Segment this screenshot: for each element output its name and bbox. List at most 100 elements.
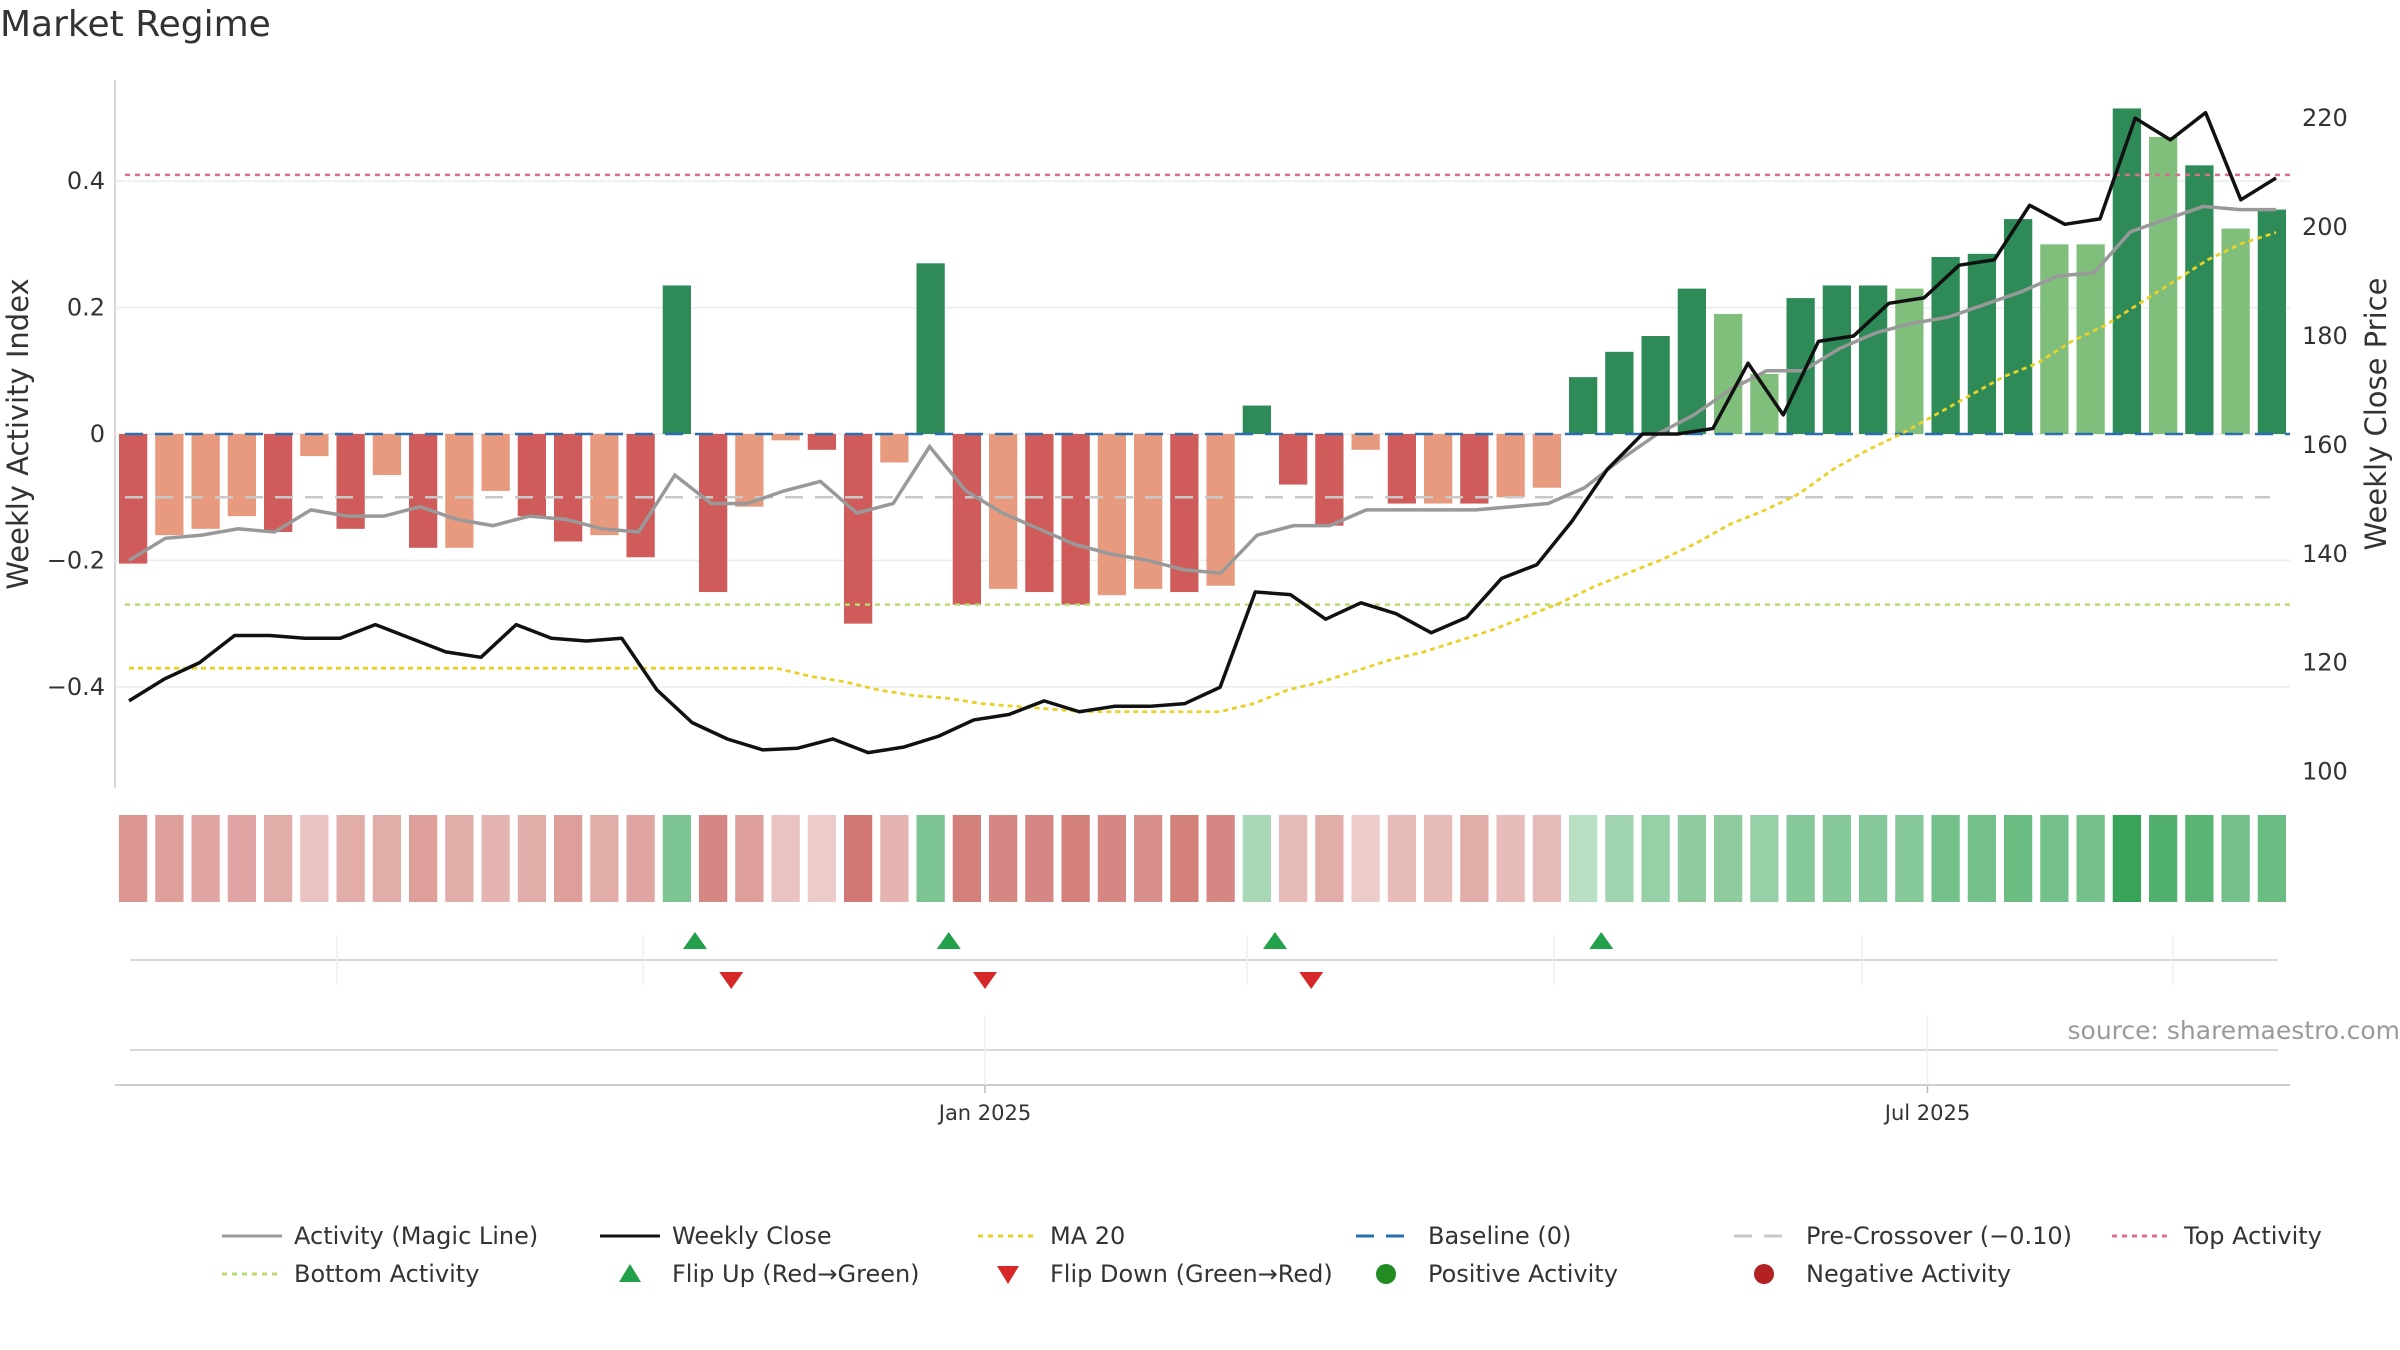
heat-cell: [1025, 815, 1054, 902]
heat-cell: [2148, 815, 2178, 902]
legend-flip-down-swatch: [997, 1266, 1019, 1284]
y-left-axis-label: Weekly Activity Index: [1, 278, 35, 589]
heat-cell: [155, 815, 184, 902]
heat-cell: [408, 815, 438, 902]
activity-bar: [517, 434, 547, 517]
heat-cell: [662, 815, 692, 902]
heat-cell: [1242, 815, 1272, 902]
flip-up-marker: [683, 932, 707, 949]
legend-positive-swatch: [1376, 1264, 1396, 1284]
activity-bar: [2003, 219, 2033, 434]
heat-strip-panel: [118, 815, 2287, 902]
weekly-close-line: [128, 110, 2277, 755]
heat-cell: [1278, 815, 1308, 902]
heat-cell: [481, 815, 510, 902]
flip-up-marker: [1589, 932, 1614, 949]
activity-bar: [1605, 351, 1634, 434]
activity-bar: [843, 434, 873, 624]
heat-cell: [843, 815, 873, 902]
y-right-tick-label: 140: [2302, 540, 2348, 568]
activity-bar: [626, 434, 655, 558]
heat-cell: [1423, 815, 1453, 902]
flip-down-marker: [973, 972, 997, 989]
activity-bar: [300, 434, 329, 457]
flip-down-marker: [1299, 972, 1324, 989]
activity-bar: [118, 434, 148, 564]
activity-bar: [1278, 434, 1308, 485]
heat-cell: [1387, 815, 1417, 902]
activity-bar: [155, 434, 184, 536]
heat-cell: [1677, 815, 1707, 902]
activity-bar: [227, 434, 257, 517]
heat-cell: [2040, 815, 2069, 902]
activity-bar: [2221, 228, 2250, 434]
flip-down-marker: [719, 972, 744, 989]
activity-bar: [1532, 434, 1562, 488]
heat-cell: [1750, 815, 1779, 902]
y-left-tick-label: −0.4: [47, 673, 105, 701]
heat-cell: [336, 815, 365, 902]
heat-cell: [1605, 815, 1634, 902]
legend-flip-up-swatch: [619, 1264, 641, 1282]
activity-bar: [1061, 434, 1090, 605]
activity-bar: [1641, 336, 1670, 434]
activity-bar: [1387, 434, 1417, 504]
heat-cell: [1858, 815, 1888, 902]
legend-ma20-label: MA 20: [1050, 1222, 1125, 1250]
heat-cell: [263, 815, 293, 902]
heat-cell: [2076, 815, 2105, 902]
heat-cell: [300, 815, 329, 902]
flip-panel: [130, 932, 2278, 989]
legend-close-label: Weekly Close: [672, 1222, 832, 1250]
activity-bar: [1242, 405, 1272, 434]
heat-cell: [1895, 815, 1924, 902]
legend-bottom-label: Bottom Activity: [294, 1260, 479, 1288]
activity-bar: [1713, 313, 1743, 434]
legend-flip-down-label: Flip Down (Green→Red): [1050, 1260, 1333, 1288]
legend: Activity (Magic Line) Weekly Close MA 20 Ba…: [222, 1222, 2322, 1288]
heat-cell: [698, 815, 728, 902]
activity-bar: [807, 434, 837, 450]
timeline-axis-panel: Jan 2025 Jul 2025: [115, 1015, 2290, 1125]
heat-cell: [1713, 815, 1743, 902]
activity-bar: [1133, 434, 1163, 589]
heat-cell: [2112, 815, 2142, 902]
heat-cell: [1786, 815, 1815, 902]
heat-cell: [517, 815, 547, 902]
heat-cell: [1496, 815, 1525, 902]
y-right-tick-label: 160: [2302, 431, 2348, 459]
heat-cell: [1641, 815, 1670, 902]
heat-cell: [1097, 815, 1127, 902]
activity-bar: [916, 263, 945, 434]
heat-cell: [372, 815, 402, 902]
legend-magic-label: Activity (Magic Line): [294, 1222, 538, 1250]
heat-cell: [590, 815, 619, 902]
heat-cell: [1822, 815, 1852, 902]
heat-cell: [807, 815, 837, 902]
legend-flip-up-label: Flip Up (Red→Green): [672, 1260, 920, 1288]
heat-cell: [227, 815, 257, 902]
activity-bar: [1822, 285, 1852, 434]
legend-precross-label: Pre-Crossover (−0.10): [1806, 1222, 2072, 1250]
activity-bar: [1931, 257, 1960, 434]
heat-cell: [2003, 815, 2033, 902]
heat-cell: [553, 815, 583, 902]
heat-cell: [626, 815, 655, 902]
y-right-tick-label: 200: [2302, 213, 2348, 241]
heat-cell: [735, 815, 764, 902]
legend-baseline-label: Baseline (0): [1428, 1222, 1571, 1250]
activity-bar: [191, 434, 220, 529]
heat-cell: [445, 815, 474, 902]
y-right-tick-label: 180: [2302, 322, 2348, 350]
heat-cell: [1061, 815, 1090, 902]
source-note: source: sharemaestro.com: [2067, 1016, 2400, 1045]
activity-bar: [2112, 108, 2142, 435]
heat-cell: [1315, 815, 1344, 902]
activity-bar: [481, 434, 510, 491]
y-left-tick-label: 0.4: [67, 167, 105, 195]
legend-negative-swatch: [1754, 1264, 1774, 1284]
heat-cell: [880, 815, 909, 902]
activity-bar: [590, 434, 619, 536]
activity-bar: [698, 434, 728, 593]
y-right-axis-label: Weekly Close Price: [2359, 278, 2393, 551]
